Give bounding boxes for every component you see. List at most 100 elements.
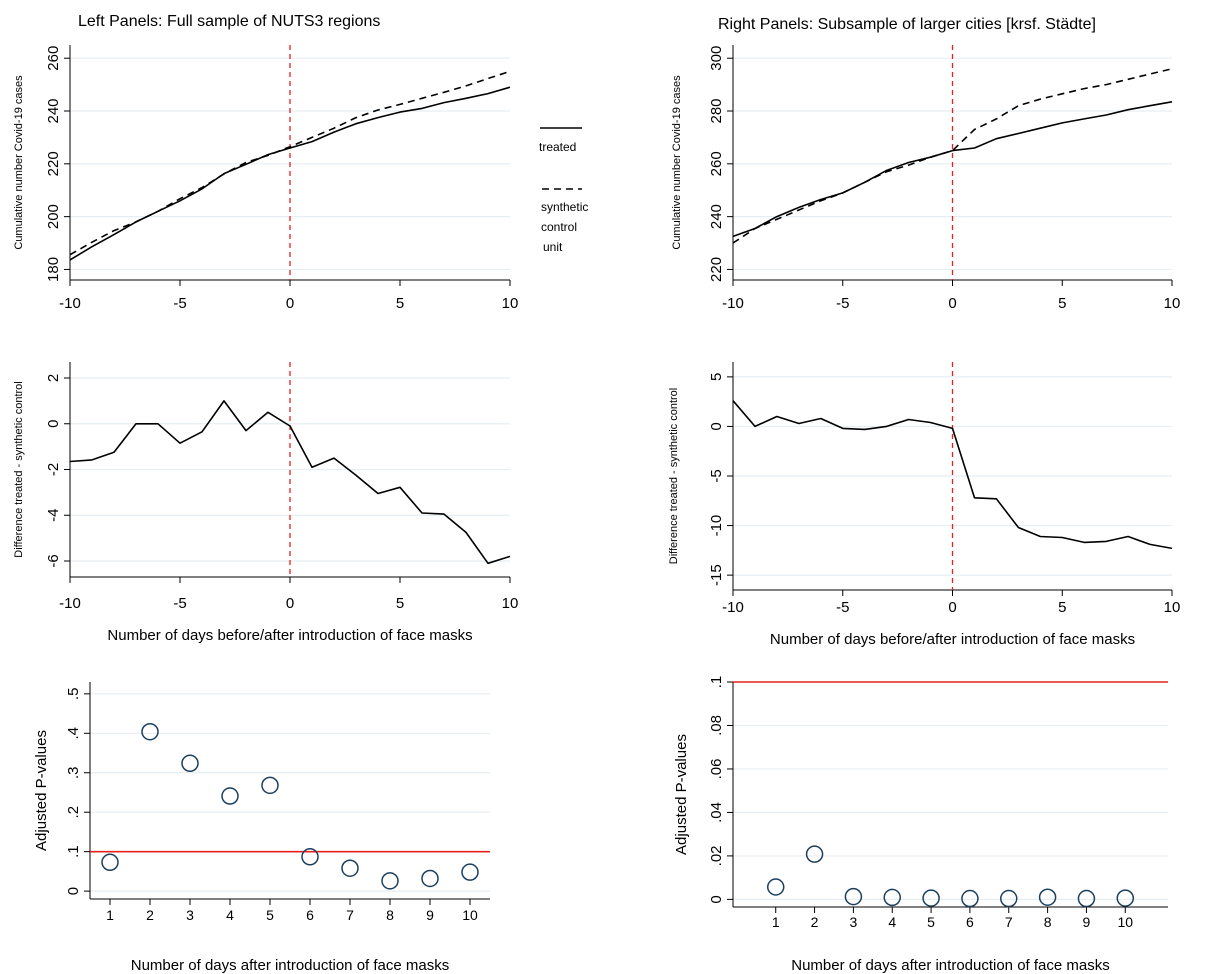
x-tick-label: -10 xyxy=(722,295,744,312)
y-axis-label: Adjusted P-values xyxy=(33,730,50,851)
series-line-treated xyxy=(69,400,511,565)
y-tick-label: 180 xyxy=(45,257,62,282)
x-tick-label: 7 xyxy=(1005,914,1013,930)
legend-synthetic-label-2: control xyxy=(541,220,577,234)
x-tick-label: 0 xyxy=(948,599,956,616)
y-tick-label: .04 xyxy=(708,802,725,823)
x-tick-label: 1 xyxy=(772,914,780,930)
y-tick-label: .02 xyxy=(708,845,725,866)
data-point xyxy=(1000,889,1018,908)
y-tick-label: 220 xyxy=(45,151,62,176)
x-axis-label: Number of days before/after introduction… xyxy=(770,631,1135,648)
left-panels-heading: Left Panels: Full sample of NUTS3 region… xyxy=(78,13,380,30)
x-axis-label: Number of days after introduction of fac… xyxy=(791,957,1109,974)
data-point xyxy=(883,888,901,907)
data-point xyxy=(221,787,239,805)
data-point xyxy=(922,889,940,907)
y-tick-label: -10 xyxy=(708,515,725,537)
x-tick-label: 0 xyxy=(286,595,294,612)
y-axis-label: Difference treated - synthetic control xyxy=(13,381,25,558)
y-tick-label: .5 xyxy=(65,688,82,701)
x-tick-label: 10 xyxy=(1164,599,1181,616)
x-tick-label: 3 xyxy=(850,914,858,930)
x-tick-label: -5 xyxy=(836,599,849,616)
y-tick-label: 0 xyxy=(708,895,725,903)
x-tick-label: 5 xyxy=(1058,295,1066,312)
x-tick-label: -5 xyxy=(173,595,186,612)
y-axis-label: Cumulative number Covid-19 cases xyxy=(671,75,683,250)
data-point xyxy=(421,869,439,888)
panel-left-mid: -6 -4 -2 0 2 -10 -5 0 5 10 Difference treated - sy… xyxy=(13,362,518,644)
x-axis-label: Number of days before/after introduction… xyxy=(107,627,472,644)
y-tick-label: .3 xyxy=(65,766,82,779)
data-point xyxy=(1116,889,1135,907)
x-tick-label: 5 xyxy=(396,595,404,612)
x-tick-label: -10 xyxy=(722,599,744,616)
y-tick-label: 240 xyxy=(45,98,62,123)
y-tick-label: 280 xyxy=(708,98,725,123)
x-tick-label: 10 xyxy=(462,907,478,923)
x-tick-label: 6 xyxy=(306,907,314,923)
panel-right-top: 220 240 260 280 300 -10 -5 0 5 10 Cumulative numbe… xyxy=(671,45,1180,312)
legend: treated synthetic control unit xyxy=(539,127,588,254)
y-tick-label: .06 xyxy=(708,759,725,780)
legend-synthetic-label-1: synthetic xyxy=(541,200,588,214)
x-tick-label: -10 xyxy=(59,295,81,312)
legend-treated-label: treated xyxy=(539,140,576,154)
y-tick-label: 220 xyxy=(708,257,725,282)
x-tick-label: -5 xyxy=(173,295,186,312)
y-axis-label: Difference treated - synthetic control xyxy=(668,388,680,565)
x-axis-label: Number of days after introduction of fac… xyxy=(131,957,449,974)
y-tick-label: .1 xyxy=(65,845,82,858)
y-tick-label: -4 xyxy=(45,509,62,522)
x-tick-label: 0 xyxy=(948,295,956,312)
y-axis-label: Adjusted P-values xyxy=(673,734,690,855)
panel-right-bottom: 0 .02 .04 .06 .08 .1 1 2 3 4 5 6 7 8 9 10 Adjusted P-val… xyxy=(673,676,1168,974)
x-tick-label: 10 xyxy=(502,295,519,312)
x-tick-label: 2 xyxy=(811,914,819,930)
x-tick-label: -5 xyxy=(836,295,849,312)
x-tick-label: 2 xyxy=(146,907,154,923)
series-line-treated xyxy=(69,86,511,261)
x-tick-label: 5 xyxy=(396,295,404,312)
x-tick-label: 4 xyxy=(226,907,234,923)
x-tick-label: 8 xyxy=(1044,914,1052,930)
series-line-synthetic xyxy=(732,68,1173,244)
y-tick-label: .08 xyxy=(708,715,725,736)
y-tick-label: 260 xyxy=(708,151,725,176)
x-tick-label: 4 xyxy=(888,914,896,930)
x-tick-label: 5 xyxy=(266,907,274,923)
y-tick-label: 5 xyxy=(708,373,725,381)
x-tick-label: -10 xyxy=(59,595,81,612)
series-line-treated xyxy=(732,400,1173,550)
data-point xyxy=(1038,888,1057,906)
y-tick-label: .1 xyxy=(708,676,725,689)
data-point xyxy=(961,889,979,908)
y-axis-label: Cumulative number Covid-19 cases xyxy=(13,75,25,250)
y-tick-label: 300 xyxy=(708,46,725,71)
y-tick-label: 240 xyxy=(708,204,725,229)
x-tick-label: 0 xyxy=(286,295,294,312)
series-line-treated xyxy=(732,101,1173,238)
legend-synthetic-label-3: unit xyxy=(543,240,563,254)
x-tick-label: 7 xyxy=(346,907,354,923)
x-tick-label: 8 xyxy=(386,907,394,923)
data-point xyxy=(141,722,159,741)
panel-right-mid: -15 -10 -5 0 5 -10 -5 0 5 10 Difference treated - … xyxy=(668,362,1180,648)
x-tick-label: 9 xyxy=(1083,914,1091,930)
x-tick-label: 9 xyxy=(426,907,434,923)
x-tick-label: 10 xyxy=(1117,914,1133,930)
y-tick-label: -6 xyxy=(45,554,62,567)
y-tick-label: 260 xyxy=(45,46,62,71)
y-tick-label: .2 xyxy=(65,806,82,819)
x-tick-label: 5 xyxy=(1058,599,1066,616)
data-point xyxy=(301,848,319,866)
y-tick-label: -15 xyxy=(708,564,725,586)
y-tick-label: 0 xyxy=(65,887,82,895)
right-panels-heading: Right Panels: Subsample of larger cities… xyxy=(718,16,1096,33)
data-point xyxy=(381,872,399,890)
panel-left-top: 180 200 220 240 260 -10 -5 0 5 10 Cumulative numbe… xyxy=(13,45,518,312)
data-point xyxy=(844,887,863,906)
y-tick-label: 2 xyxy=(45,374,62,382)
data-point xyxy=(766,878,785,896)
